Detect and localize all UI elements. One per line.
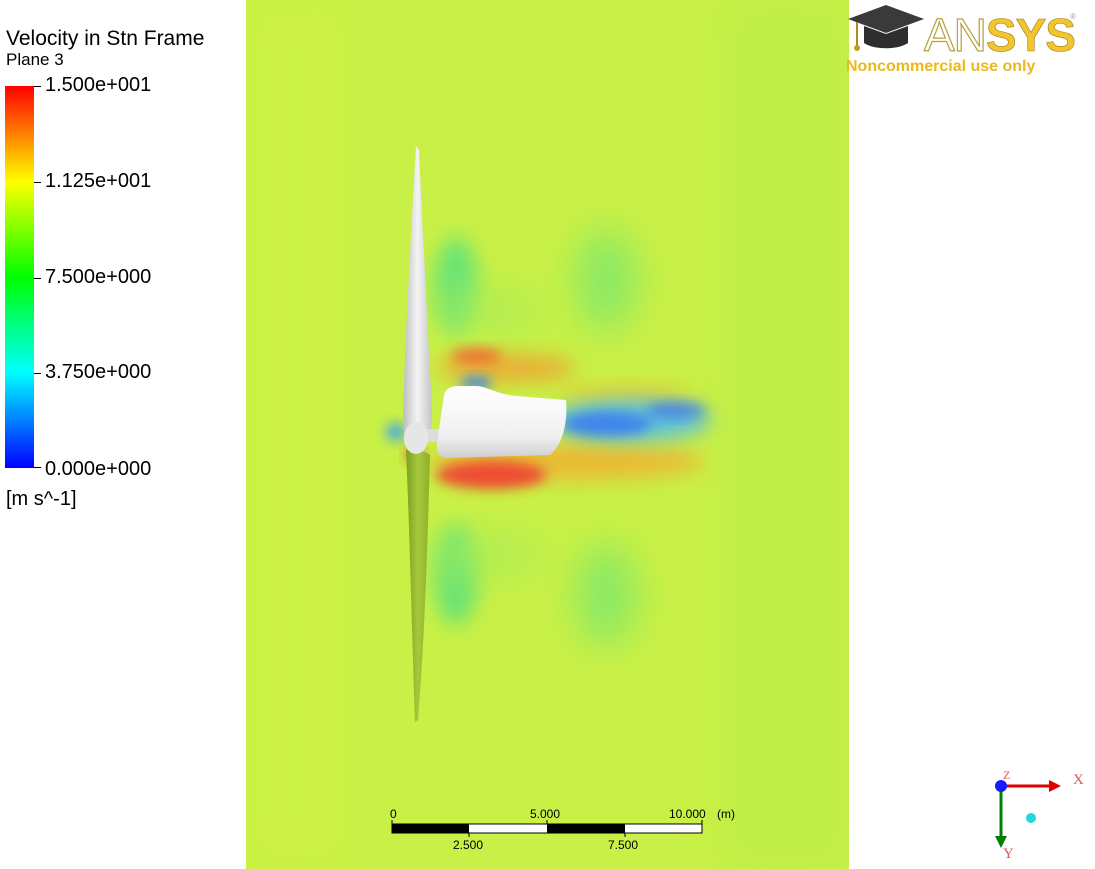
ansys-logo: ANSYS ® Noncommercial use only — [844, 2, 1080, 80]
legend-subtitle: Plane 3 — [6, 50, 64, 69]
ansys-wordmark: ANSYS — [923, 8, 1076, 61]
scale-label: 5.000 — [530, 807, 561, 821]
noncommercial-notice: Noncommercial use only — [846, 58, 1036, 75]
colorbar-tick-label: 1.125e+001 — [45, 170, 152, 192]
colorbar-tick-label: 0.000e+000 — [45, 458, 152, 480]
colorbar-tick — [34, 467, 41, 468]
wake-lobe — [576, 230, 636, 330]
axis-label-z: Z — [1003, 768, 1011, 782]
wake-lobe — [576, 545, 636, 645]
turbine-hub — [404, 422, 428, 454]
turbine-blade-upper — [403, 146, 432, 449]
registered-mark: ® — [1070, 12, 1076, 21]
axis-triad[interactable]: X Y Z — [985, 768, 1085, 864]
legend-title: Velocity in Stn Frame — [6, 27, 205, 50]
colorbar-tick — [34, 86, 41, 87]
velocity-contour-plot — [246, 0, 849, 869]
legend-unit: [m s^-1] — [6, 488, 77, 510]
axis-label-x: X — [1073, 772, 1084, 788]
colorbar — [5, 86, 34, 468]
turbine-nacelle — [436, 386, 567, 458]
scale-label: 0 — [390, 807, 397, 821]
colorbar-tick-label: 7.500e+000 — [45, 266, 152, 288]
contour-viewport[interactable] — [246, 0, 849, 869]
colorbar-tick — [34, 278, 41, 279]
axis-label-y: Y — [1003, 846, 1014, 862]
scale-unit: (m) — [717, 807, 735, 821]
colorbar-tick — [34, 373, 41, 374]
turbine-blade-lower — [406, 449, 430, 722]
high-velocity-core — [436, 461, 546, 489]
scale-label: 2.500 — [453, 838, 484, 852]
colorbar-tick-label: 1.500e+001 — [45, 74, 152, 96]
scale-bar: 0 5.000 10.000 (m) 2.500 7.500 — [388, 806, 748, 856]
scale-label: 10.000 — [669, 807, 706, 821]
axis-triad-graphic — [995, 780, 1061, 848]
scale-bar-graphic — [391, 820, 703, 837]
colorbar-tick-label: 3.750e+000 — [45, 361, 152, 383]
scale-label: 7.500 — [608, 838, 639, 852]
colorbar-tick — [34, 182, 41, 183]
graduation-cap-icon — [848, 5, 924, 51]
